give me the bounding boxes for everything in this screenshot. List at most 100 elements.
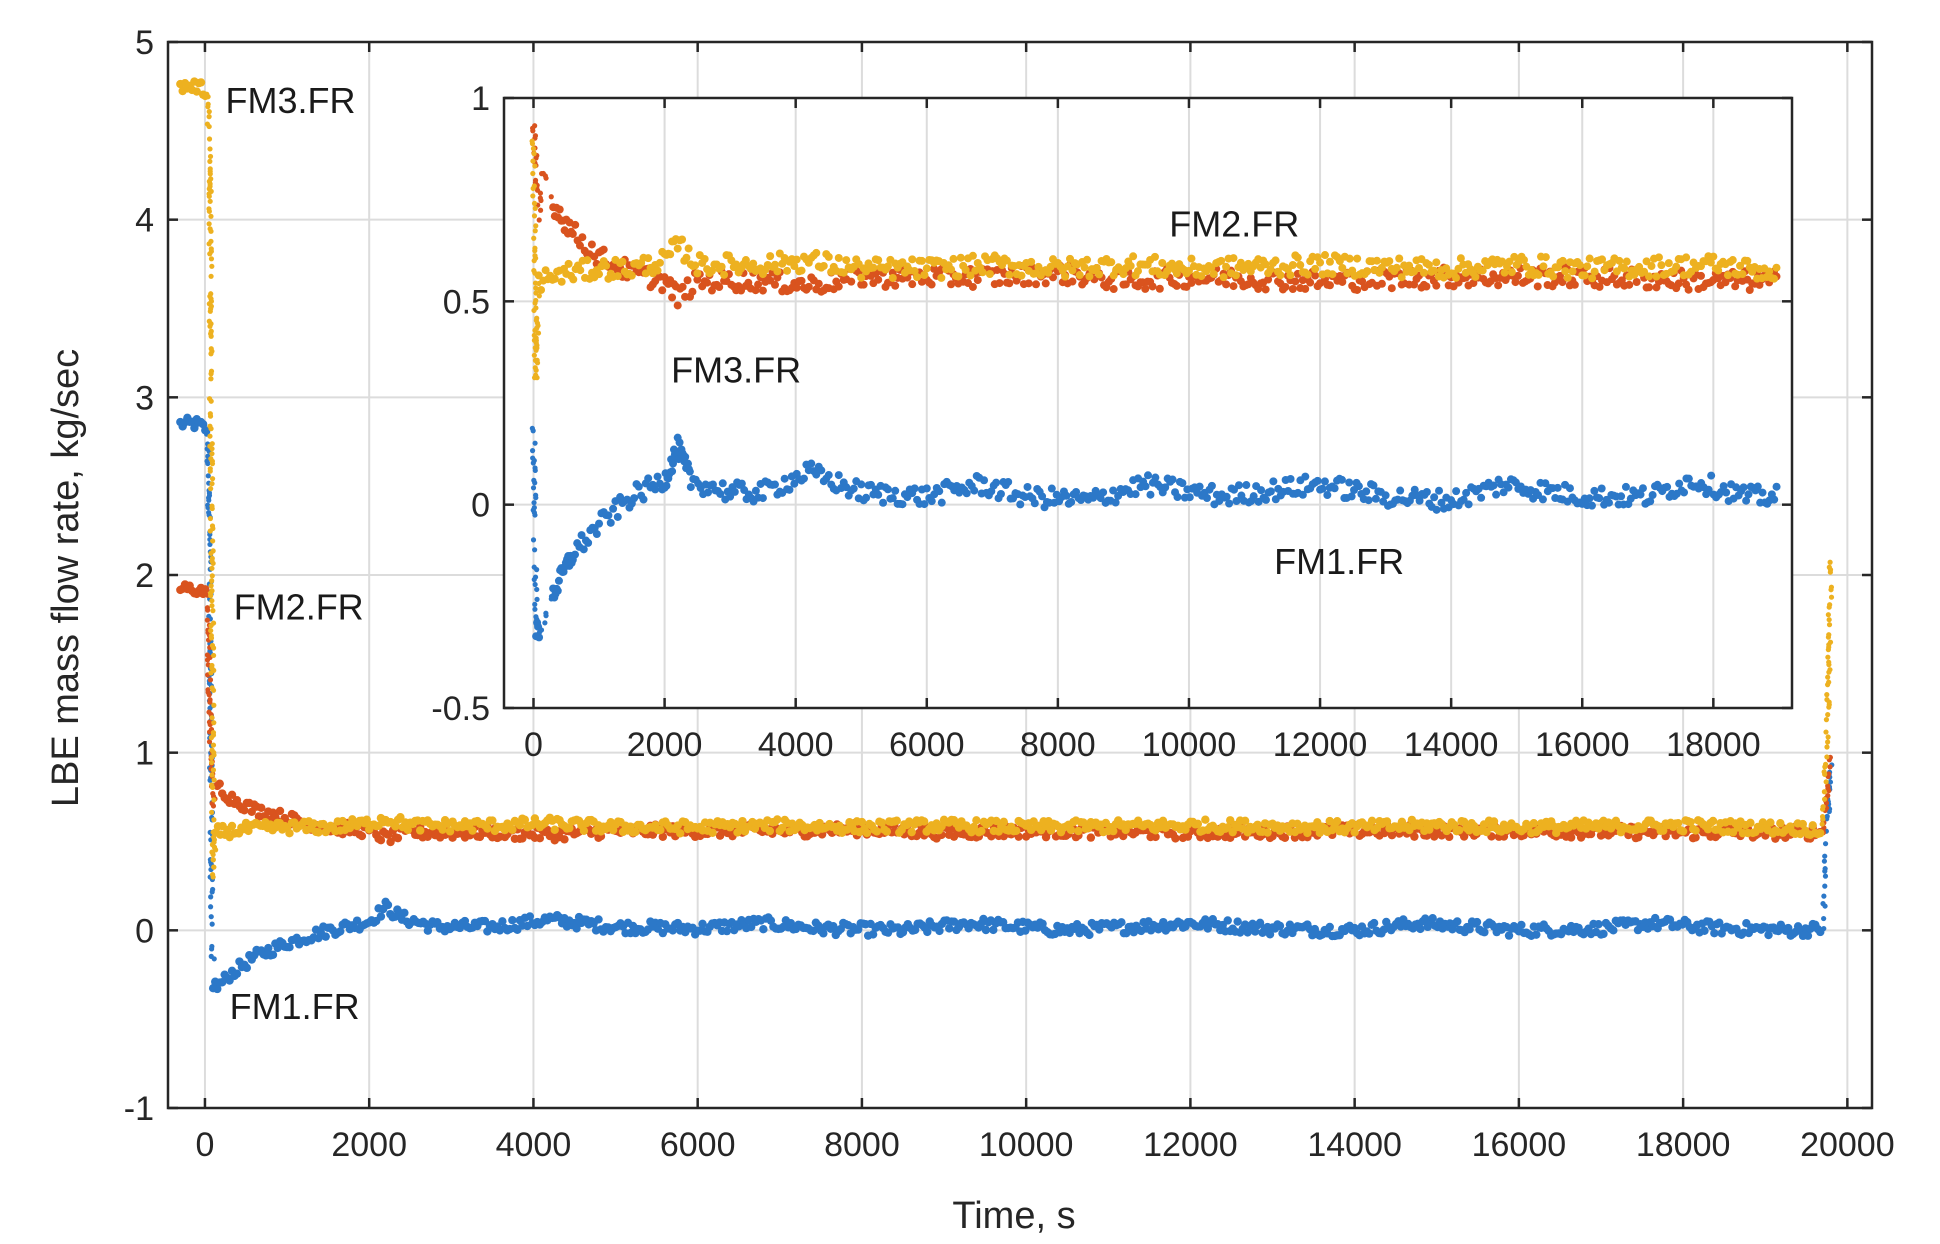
inset-point <box>834 471 843 480</box>
main-point <box>208 735 214 741</box>
inset-point <box>1131 490 1140 499</box>
inset-point <box>630 494 639 503</box>
inset-point <box>1168 475 1177 484</box>
main-point <box>210 687 217 693</box>
inset-point <box>530 158 536 164</box>
inset-x-tick-label: 16000 <box>1535 726 1630 764</box>
inset-point <box>857 273 866 282</box>
inset-x-tick-label: 18000 <box>1666 726 1761 764</box>
inset-point <box>1585 494 1594 503</box>
main-point <box>208 914 214 920</box>
inset-point <box>537 207 544 213</box>
main-point <box>1826 632 1832 638</box>
main-point <box>206 193 212 199</box>
inset-point <box>834 282 843 291</box>
inset-point <box>758 494 767 503</box>
inset-point <box>995 279 1004 288</box>
main-point <box>209 573 215 579</box>
main-point <box>658 832 668 841</box>
main-point <box>1678 827 1688 836</box>
inset-point <box>543 610 549 616</box>
main-y-tick-label: -1 <box>124 1090 154 1128</box>
inset-point <box>602 261 611 270</box>
inset-point <box>1017 271 1026 280</box>
inset-point <box>1772 263 1781 272</box>
inset-point <box>1107 258 1116 267</box>
inset-point <box>824 252 833 261</box>
main-point <box>1824 692 1830 698</box>
inset-point <box>839 268 848 277</box>
inset-point <box>1534 270 1543 279</box>
main-point <box>877 818 887 827</box>
main-point <box>572 924 581 933</box>
inset-point <box>1553 483 1562 492</box>
inset-point <box>770 260 779 269</box>
main-point <box>1038 919 1047 928</box>
inset-point <box>1652 272 1661 281</box>
main-point <box>1480 928 1489 937</box>
main-y-tick-label: 3 <box>135 379 154 417</box>
inset-point <box>992 478 1001 487</box>
inset-point <box>534 271 543 280</box>
main-y-tick-label: 0 <box>135 912 154 950</box>
main-point <box>213 984 222 994</box>
inset-point <box>1111 498 1120 507</box>
main-point <box>1708 816 1718 826</box>
main-point <box>211 864 217 870</box>
inset-point <box>1072 488 1081 497</box>
inset-point <box>691 261 700 270</box>
main-point <box>264 943 273 953</box>
main-point <box>207 153 214 160</box>
inset-point <box>1635 262 1644 271</box>
inset-point <box>662 481 671 490</box>
inset-point <box>1016 500 1025 509</box>
main-point <box>1504 931 1514 940</box>
inset-point <box>1615 256 1624 265</box>
main-point <box>1243 928 1252 937</box>
main-point <box>209 451 215 457</box>
inset-point <box>1291 277 1300 286</box>
inset-point <box>956 253 965 262</box>
main-point <box>759 924 768 934</box>
inset-point <box>1622 257 1631 266</box>
main-point <box>207 413 214 419</box>
main-y-tick-label: 5 <box>135 24 154 62</box>
main-point <box>1453 917 1462 926</box>
inset-point <box>707 266 716 275</box>
inset-y-tick-label: 0.5 <box>443 283 490 321</box>
inset-point <box>1422 488 1431 497</box>
inset-point <box>644 254 653 263</box>
inset-point <box>1202 493 1211 502</box>
inset-point <box>812 248 821 257</box>
inset-point <box>1565 484 1574 493</box>
inset-point <box>678 235 687 244</box>
inset-point <box>1158 258 1167 267</box>
inset-point <box>1704 485 1713 494</box>
inset-point <box>571 220 580 229</box>
inset-point <box>1005 270 1014 279</box>
inset-point <box>1575 261 1584 270</box>
inset-point <box>530 146 537 152</box>
inset-point <box>532 248 538 254</box>
main-point <box>829 921 838 931</box>
inset-point <box>1477 493 1486 502</box>
main-point <box>206 739 213 745</box>
inset-point <box>1242 481 1251 490</box>
inset-point <box>1415 263 1423 272</box>
inset-point <box>1231 271 1240 280</box>
inset-point <box>532 357 539 363</box>
main-point <box>631 827 640 837</box>
main-point <box>656 825 665 835</box>
main-point <box>314 828 323 837</box>
inset-point <box>1381 491 1390 500</box>
inset-point <box>891 486 900 495</box>
main-x-tick-label: 16000 <box>1472 1126 1567 1164</box>
main-point <box>1265 930 1275 939</box>
inset-point <box>639 495 648 504</box>
inset-point <box>920 500 929 509</box>
inset-point <box>668 293 677 302</box>
main-point <box>232 969 242 978</box>
inset-point <box>1061 272 1070 281</box>
inset-point <box>1068 266 1077 275</box>
inset-series-FM1.FR <box>529 425 1781 642</box>
